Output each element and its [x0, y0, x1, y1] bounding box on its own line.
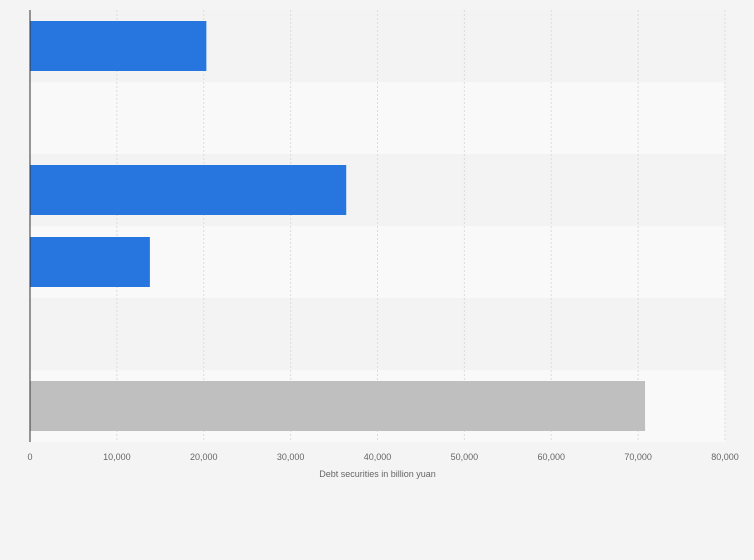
bar[interactable] — [30, 237, 150, 287]
bar[interactable] — [30, 21, 207, 71]
x-tick-label: 80,000 — [711, 452, 739, 462]
bars — [30, 21, 646, 431]
bar[interactable] — [30, 165, 347, 215]
x-tick-label: 10,000 — [103, 452, 131, 462]
x-tick-labels: 0 10,000 20,000 30,000 40,000 50,000 60,000 70,… — [27, 452, 738, 462]
x-tick-label: 20,000 — [190, 452, 218, 462]
x-tick-label: 70,000 — [624, 452, 652, 462]
x-tick-label: 60,000 — [537, 452, 565, 462]
x-tick-label: 30,000 — [277, 452, 305, 462]
grid-lines — [116, 10, 726, 442]
x-tick-label: 50,000 — [451, 452, 479, 462]
x-tick-label: 40,000 — [364, 452, 392, 462]
bar[interactable] — [30, 381, 646, 431]
x-tick-label: 0 — [27, 452, 32, 462]
x-axis-title: Debt securities in billion yuan — [319, 469, 436, 479]
